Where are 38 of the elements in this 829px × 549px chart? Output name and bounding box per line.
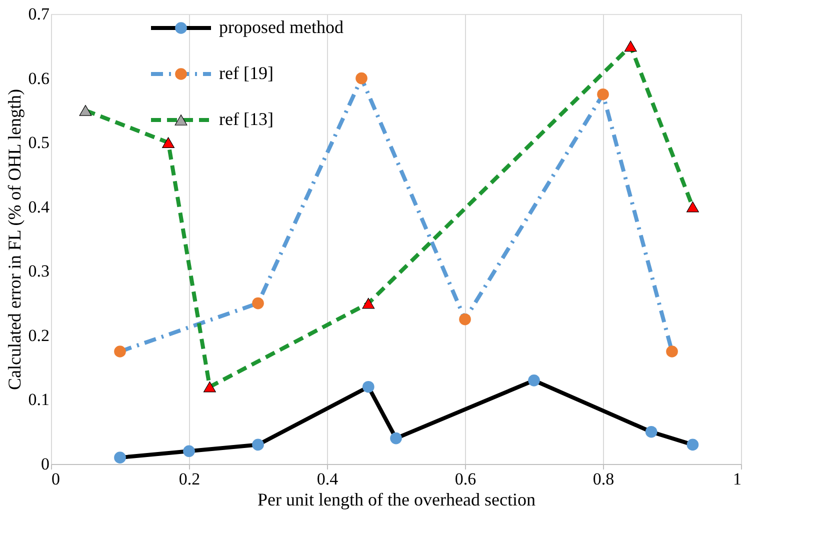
y-tick-label: 0 — [41, 454, 50, 474]
point — [362, 298, 375, 309]
point — [114, 452, 126, 464]
x-tick-label: 1 — [733, 470, 742, 488]
point — [597, 88, 609, 100]
point — [162, 137, 175, 148]
point — [645, 426, 658, 438]
y-axis-title: Calculated error in FL (% of OHL length) — [4, 88, 24, 390]
point — [203, 381, 216, 392]
y-tick-label: 0.5 — [28, 133, 50, 152]
y-tick-label: 0.4 — [28, 197, 50, 216]
point — [252, 438, 264, 451]
y-tick-label: 0.1 — [28, 390, 50, 410]
point — [528, 374, 540, 386]
legend-label: ref [13] — [219, 109, 274, 129]
legend-label: proposed method — [219, 17, 344, 37]
point — [624, 40, 637, 52]
x-axis-title: Per unit length of the overhead section — [258, 490, 536, 510]
x-tick-label: 0.2 — [178, 470, 200, 488]
y-tick-label: 0.3 — [28, 262, 50, 281]
x-tick-label: 0.4 — [316, 470, 339, 488]
y-tick-label: 0.7 — [28, 4, 50, 24]
y-tick-label: 0.2 — [28, 326, 50, 345]
point — [183, 445, 195, 458]
x-tick-label: 0.8 — [592, 470, 614, 488]
point — [79, 105, 92, 116]
point — [686, 438, 699, 451]
point — [362, 380, 374, 393]
point — [356, 72, 368, 84]
point — [686, 201, 699, 212]
point — [666, 346, 678, 358]
y-tick-label: 0.6 — [28, 68, 50, 88]
legend-label: ref [19] — [219, 63, 274, 83]
point — [390, 432, 402, 444]
x-tick-label: 0.6 — [454, 470, 476, 488]
point — [252, 297, 264, 310]
point — [459, 313, 471, 326]
point — [114, 346, 126, 358]
